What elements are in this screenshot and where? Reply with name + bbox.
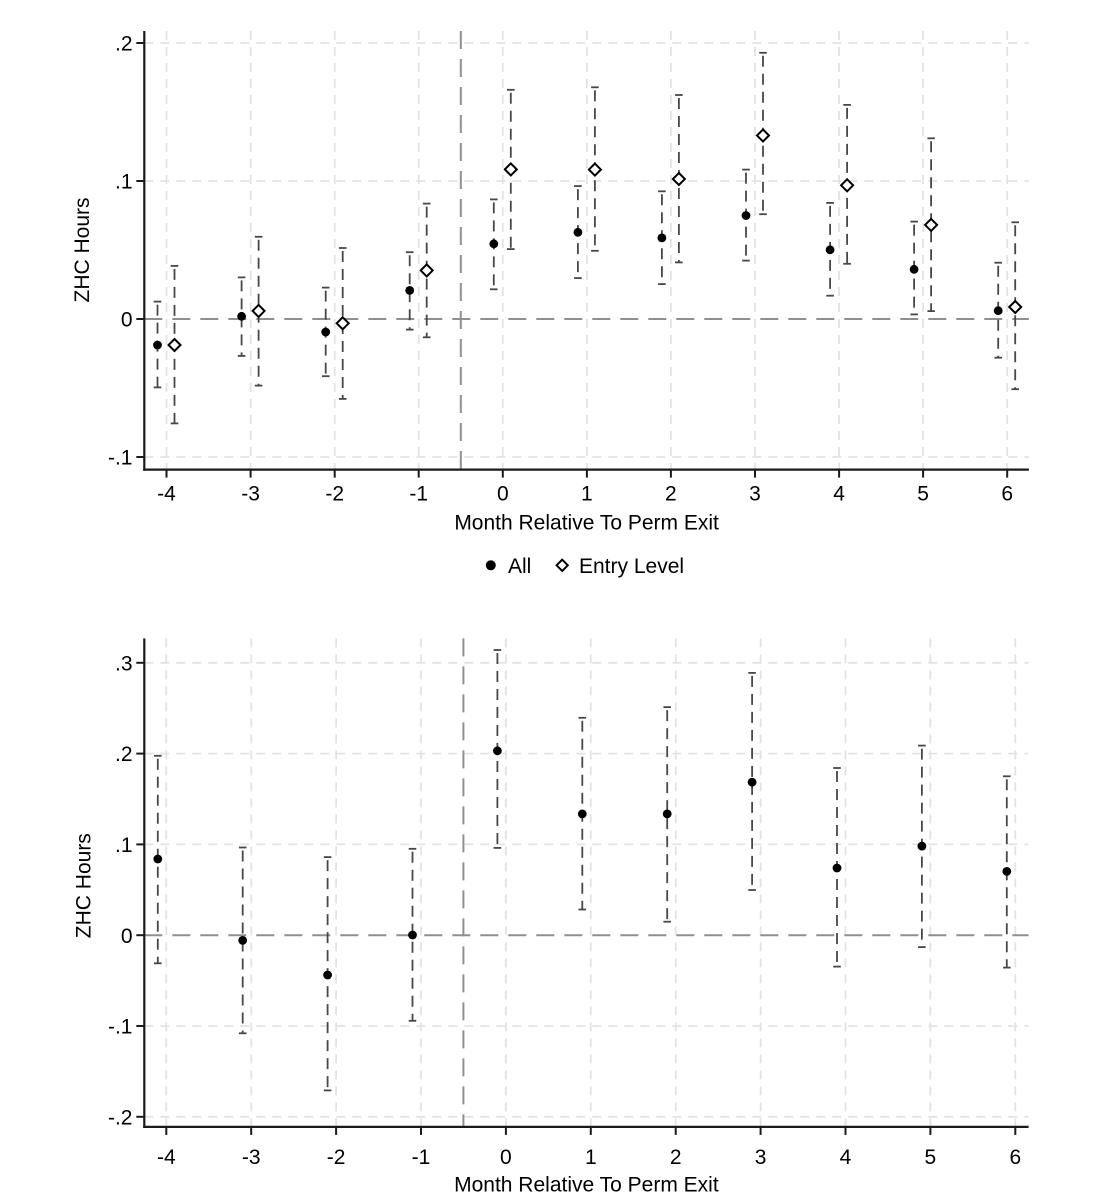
svg-text:1: 1 xyxy=(581,483,593,506)
svg-text:Month Relative To Perm Exit: Month Relative To Perm Exit xyxy=(454,1173,719,1196)
svg-text:5: 5 xyxy=(917,483,929,506)
svg-text:.1: .1 xyxy=(115,834,133,857)
svg-text:5: 5 xyxy=(925,1146,937,1169)
svg-text:.2: .2 xyxy=(115,33,133,56)
svg-text:6: 6 xyxy=(1009,1146,1021,1169)
svg-text:-3: -3 xyxy=(242,1146,261,1169)
svg-text:.3: .3 xyxy=(115,652,133,675)
svg-text:-2: -2 xyxy=(327,1146,346,1169)
svg-text:2: 2 xyxy=(665,483,677,506)
svg-text:-.1: -.1 xyxy=(108,1016,133,1039)
svg-text:1: 1 xyxy=(585,1146,597,1169)
svg-text:Month Relative To Perm Exit: Month Relative To Perm Exit xyxy=(454,511,719,534)
svg-text:3: 3 xyxy=(755,1146,767,1169)
svg-text:0: 0 xyxy=(497,483,509,506)
svg-text:-1: -1 xyxy=(412,1146,431,1169)
svg-text:2: 2 xyxy=(670,1146,682,1169)
svg-text:ZHC Hours: ZHC Hours xyxy=(71,197,94,302)
svg-text:6: 6 xyxy=(1001,483,1013,506)
svg-text:-.2: -.2 xyxy=(108,1106,133,1129)
svg-text:0: 0 xyxy=(500,1146,512,1169)
svg-text:0: 0 xyxy=(121,309,133,332)
svg-text:ZHC Hours: ZHC Hours xyxy=(73,833,96,938)
svg-text:-3: -3 xyxy=(241,483,260,506)
svg-text:0: 0 xyxy=(121,925,133,948)
svg-text:-4: -4 xyxy=(157,1146,176,1169)
svg-text:-2: -2 xyxy=(325,483,344,506)
svg-text:.2: .2 xyxy=(115,743,133,766)
svg-text:Entry Level: Entry Level xyxy=(579,555,684,578)
svg-text:-.1: -.1 xyxy=(108,447,133,470)
svg-text:4: 4 xyxy=(833,483,845,506)
svg-text:.1: .1 xyxy=(115,171,133,194)
svg-text:-4: -4 xyxy=(157,483,176,506)
svg-text:3: 3 xyxy=(749,483,761,506)
svg-text:All: All xyxy=(508,555,531,578)
svg-text:4: 4 xyxy=(840,1146,852,1169)
svg-text:-1: -1 xyxy=(409,483,428,506)
